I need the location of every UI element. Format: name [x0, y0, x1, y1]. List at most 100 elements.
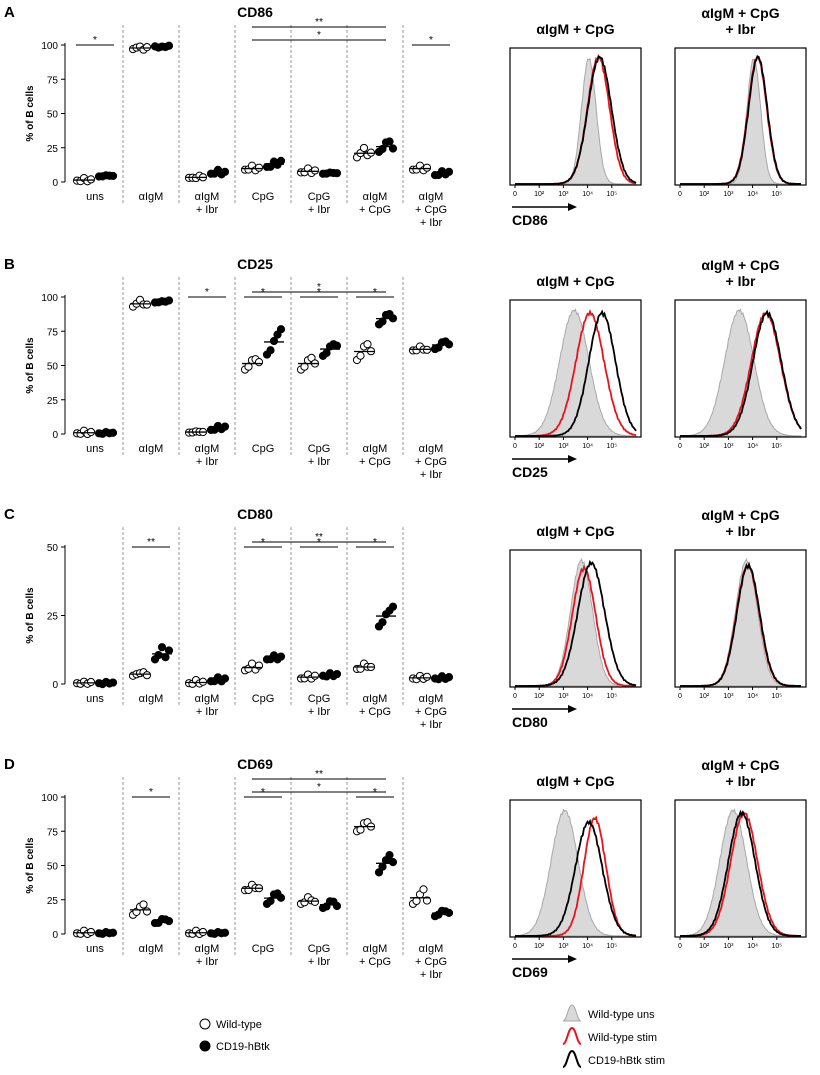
- hbtk-point: [220, 422, 230, 431]
- wild-type-point: [422, 672, 432, 681]
- histogram-tick-label: 10²: [534, 443, 545, 450]
- histogram-1: αIgM + CpG 0 10² 10³ 10⁴ 10⁵: [509, 523, 642, 700]
- wild-type-point: [356, 351, 365, 360]
- marker-arrow-head: [568, 203, 577, 211]
- histogram-tick-label: 10²: [699, 191, 710, 198]
- wild-type-point: [254, 358, 264, 367]
- wild-type-point: [422, 896, 432, 905]
- group-label: αIgM: [419, 943, 444, 955]
- wild-type-point: [310, 166, 320, 175]
- hbtk-stim-histogram: [515, 55, 637, 185]
- y-tick-label: 0: [52, 178, 58, 189]
- y-tick-label: 25: [47, 396, 59, 407]
- histogram-tick-label: 10²: [534, 191, 545, 198]
- hbtk-point: [332, 901, 342, 911]
- group-label: αIgM: [195, 443, 220, 455]
- group-label: CpG: [308, 443, 331, 455]
- marker-arrow-head: [568, 705, 577, 713]
- group-label: + CpG: [359, 204, 391, 216]
- wild-type-point: [86, 677, 96, 687]
- histogram-tick-label: 10⁵: [606, 191, 617, 198]
- hbtk-point: [220, 674, 230, 683]
- histogram-tick-label: 0: [678, 191, 682, 198]
- histogram-tick-label: 10⁴: [747, 443, 758, 450]
- histogram-title: + Ibr: [726, 773, 757, 789]
- chart-title: CD80: [237, 506, 273, 522]
- hbtk-point: [332, 669, 342, 679]
- wild-type-point: [139, 900, 148, 909]
- y-axis-label: % of B cells: [25, 85, 36, 142]
- hbtk-point: [388, 602, 398, 611]
- histogram-title: αIgM + CpG: [536, 273, 614, 289]
- group-label: uns: [86, 191, 104, 203]
- wild-type-point: [310, 897, 320, 906]
- histogram-tick-label: 10³: [558, 443, 569, 450]
- hbtk-point: [385, 851, 394, 860]
- group-label: αIgM: [419, 443, 444, 455]
- y-axis-label: % of B cells: [25, 837, 36, 894]
- y-tick-label: 25: [47, 612, 59, 623]
- hbtk-point: [266, 896, 275, 906]
- histogram-tick-label: 10³: [558, 693, 569, 700]
- uns-histogram: [679, 308, 802, 437]
- hbtk-point: [378, 862, 387, 871]
- group-label: CpG: [252, 443, 275, 455]
- wild-type-point: [310, 671, 320, 680]
- histogram-tick-label: 10⁵: [771, 191, 782, 198]
- wild-type-point: [363, 340, 372, 349]
- histogram-tick-label: 10⁵: [606, 443, 617, 450]
- group-label: + CpG: [415, 706, 447, 718]
- group-label: αIgM: [363, 443, 388, 455]
- wild-type-point: [254, 163, 264, 172]
- group-label: + CpG: [415, 456, 447, 468]
- hbtk-point: [164, 41, 174, 50]
- group-label: αIgM: [363, 943, 388, 955]
- y-tick-label: 75: [47, 327, 59, 338]
- y-tick-label: 100: [41, 793, 58, 804]
- histogram-2: αIgM + CpG+ Ibr 0 10² 10³ 10⁴ 10⁵: [674, 757, 807, 950]
- hbtk-point: [444, 672, 454, 682]
- y-tick-label: 25: [47, 896, 59, 907]
- hbtk-point: [388, 858, 398, 867]
- histogram-title: + Ibr: [726, 523, 757, 539]
- significance-label: **: [147, 537, 155, 548]
- group-label: + CpG: [359, 706, 391, 718]
- significance-label: **: [315, 17, 323, 28]
- hbtk-point: [378, 317, 387, 326]
- group-label: + CpG: [359, 956, 391, 968]
- uns-legend-label: Wild-type uns: [588, 1009, 655, 1021]
- histogram-tick-label: 10⁴: [747, 191, 758, 198]
- hbtk-point: [378, 618, 387, 627]
- group-label: αIgM: [363, 191, 388, 203]
- hbtk-point: [276, 325, 286, 334]
- significance-label: **: [315, 532, 323, 543]
- wild-type-point: [198, 927, 208, 937]
- uns-legend-swatch: [562, 1004, 582, 1022]
- histogram-1: αIgM + CpG 0 10² 10³ 10⁴ 10⁵: [509, 21, 642, 198]
- wild-type-point: [86, 175, 96, 184]
- group-label: αIgM: [139, 191, 164, 203]
- group-label: αIgM: [195, 191, 220, 203]
- histogram-title: αIgM + CpG: [701, 757, 779, 773]
- hbtk-point: [322, 348, 331, 358]
- marker-label: CD25: [512, 464, 548, 480]
- histogram-frame: [674, 299, 807, 438]
- y-tick-label: 50: [47, 862, 59, 873]
- significance-label: *: [317, 282, 321, 293]
- group-label: uns: [86, 443, 104, 455]
- group-label: + CpG: [359, 456, 391, 468]
- hbtk-point: [157, 643, 167, 652]
- scatter-legend: Wild-type CD19-hBtk: [199, 1018, 270, 1053]
- hbtk-point: [164, 646, 174, 655]
- group-label: + Ibr: [196, 956, 219, 968]
- group-label: uns: [86, 943, 104, 955]
- y-tick-label: 50: [47, 543, 59, 554]
- hbtk-point: [266, 346, 275, 355]
- y-axis-label: % of B cells: [25, 337, 36, 394]
- group-label: CpG: [252, 693, 275, 705]
- chart-title: CD25: [237, 256, 273, 272]
- histogram-tick-label: 0: [678, 443, 682, 450]
